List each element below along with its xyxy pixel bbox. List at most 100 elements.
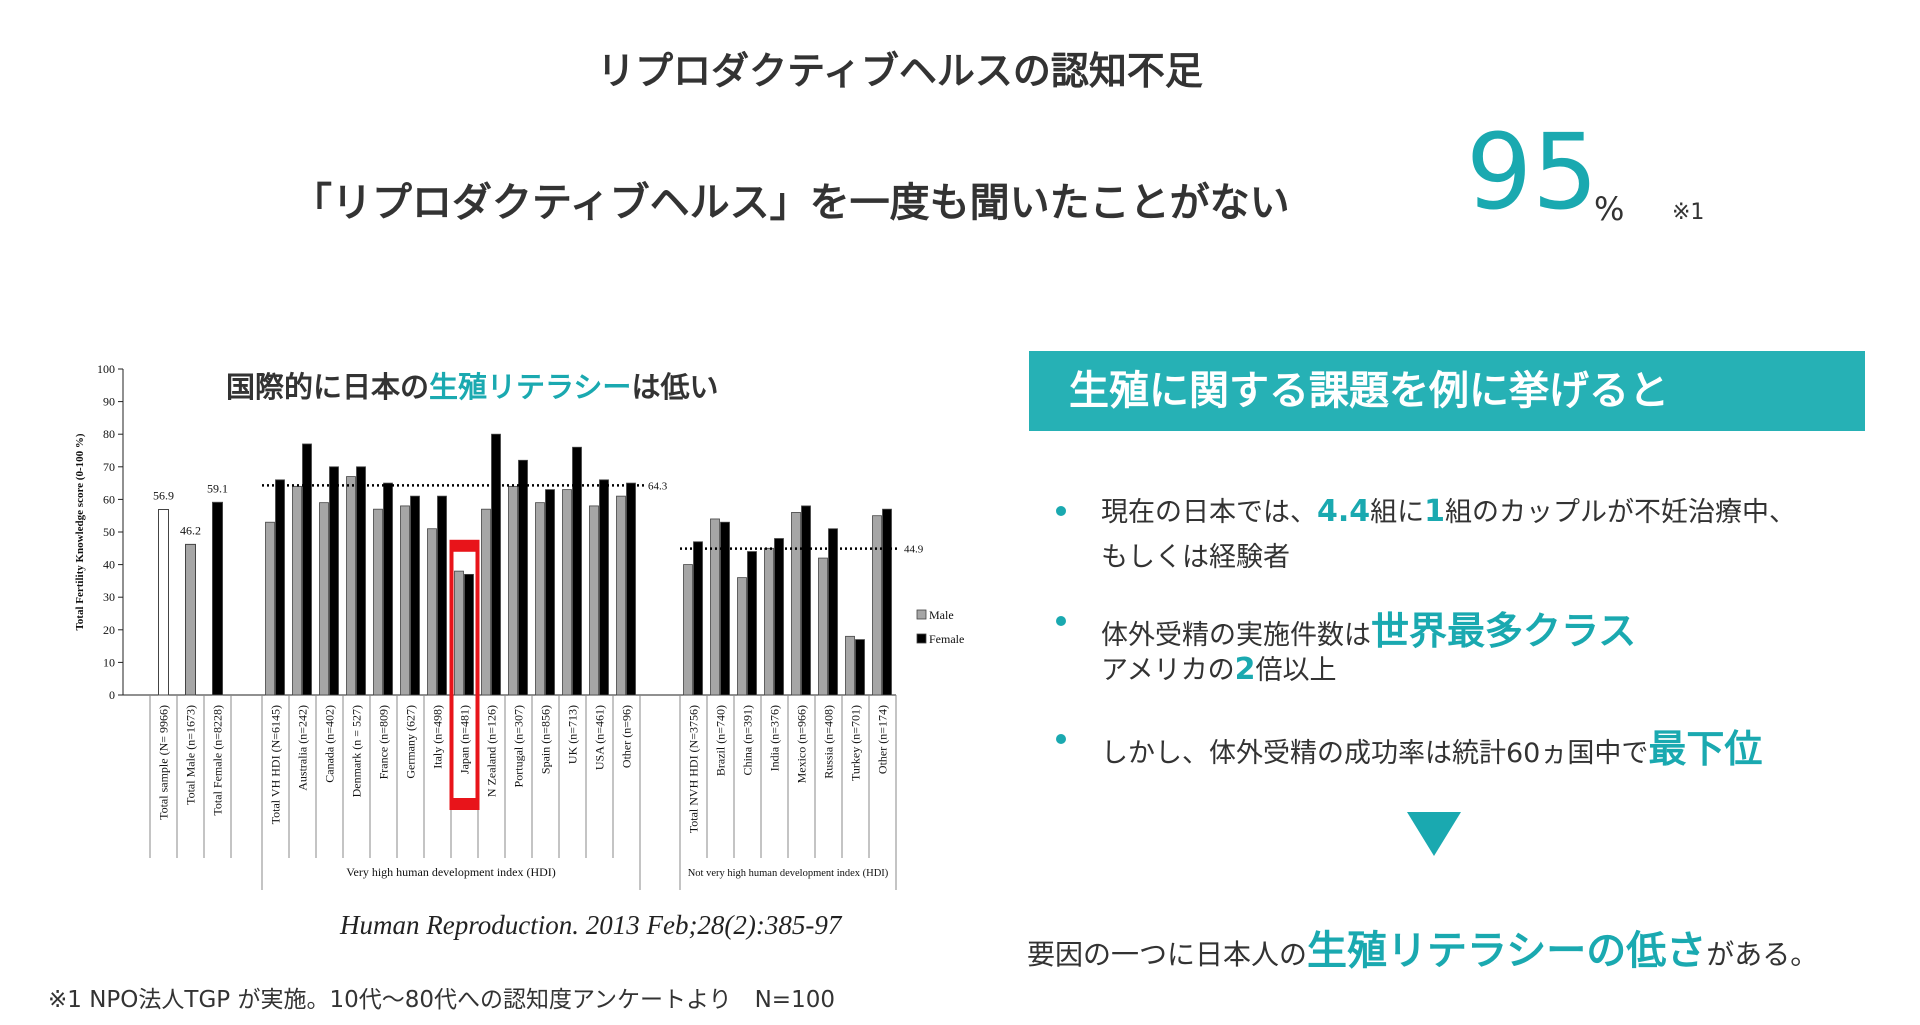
note-ref: ※1: [1672, 200, 1705, 225]
bar: [454, 570, 464, 696]
bullet-dot: [1056, 616, 1066, 626]
bar: [845, 635, 855, 696]
y-tick-label: 50: [103, 525, 115, 539]
bullet-text: 組のカップルが不妊治療中、: [1445, 497, 1797, 528]
chart-title-run: 生殖リテラシー: [429, 370, 632, 404]
bullet-text: 4.4: [1317, 494, 1371, 529]
x-tick-label: Total sample (N= 9966): [157, 705, 171, 820]
bar: [275, 479, 285, 696]
bar: [518, 459, 528, 696]
bar: [791, 512, 801, 696]
x-tick-label: Mexico (n=966): [795, 705, 809, 783]
value-label: 59.1: [207, 481, 228, 495]
bar: [801, 505, 811, 696]
panel-header: 生殖に関する課題を例に挙げると: [1029, 351, 1865, 431]
bar: [319, 502, 329, 696]
bar: [373, 508, 383, 696]
bar: [599, 479, 609, 696]
y-axis-title: Total Fertility Knowledge score (0-100 %…: [74, 433, 86, 630]
x-tick-label: Canada (n=402): [323, 705, 337, 783]
y-tick-label: 80: [103, 427, 115, 441]
bar: [158, 509, 169, 696]
bar: [828, 528, 838, 696]
bar: [747, 551, 757, 696]
bar: [720, 521, 730, 696]
bullet-line: もしくは経験者: [1101, 535, 1290, 574]
bullet-text: 体外受精の実施件数は: [1101, 620, 1371, 651]
bullet-dot: [1056, 734, 1066, 744]
bullet-text: 倍以上: [1255, 655, 1337, 686]
bar: [383, 482, 393, 696]
highlight-cap: [451, 541, 478, 552]
bar: [562, 489, 572, 696]
mean-label: 44.9: [904, 544, 924, 556]
bar: [545, 489, 555, 696]
x-tick-label: USA (n=461): [593, 705, 607, 770]
conclusion-text: 要因の一つに日本人の: [1027, 938, 1308, 971]
y-tick-label: 10: [103, 655, 115, 669]
chart-title-run: は低い: [631, 370, 719, 404]
mean-label: 64.3: [648, 480, 668, 492]
bullet-text: 現在の日本では、: [1101, 497, 1317, 528]
y-tick-label: 60: [103, 492, 115, 506]
y-tick-label: 20: [103, 623, 115, 637]
y-tick-label: 40: [103, 558, 115, 572]
bar: [683, 564, 693, 696]
bullet-text: 世界最多クラス: [1371, 609, 1637, 653]
bullet-text: 最下位: [1648, 727, 1763, 771]
x-tick-label: Turkey (n=701): [849, 705, 863, 781]
bar: [626, 482, 636, 696]
legend-swatch: [916, 633, 927, 644]
x-tick-label: Denmark (n = 527): [350, 705, 364, 797]
bullet-dot: [1056, 506, 1066, 516]
bar: [185, 543, 196, 696]
bullet-line: しかし、体外受精の成功率は統計60ヵ国中で最下位: [1101, 718, 1762, 773]
conclusion-text: 生殖リテラシーの低さ: [1307, 928, 1707, 974]
x-tick-label: N Zealand (n=126): [485, 705, 499, 797]
x-tick-label: Other (n=96): [620, 705, 634, 768]
bar: [302, 443, 312, 696]
x-tick-label: Portugal (n=307): [512, 705, 526, 787]
bullet-line: 体外受精の実施件数は世界最多クラス: [1101, 600, 1636, 655]
chart-title: 国際的に日本の生殖リテラシーは低い: [226, 364, 718, 406]
x-tick-label: France (n=809): [377, 705, 391, 779]
bullet-text: しかし、体外受精の成功率は統計60ヵ国中で: [1101, 738, 1649, 769]
bullet-line: アメリカの2倍以上: [1101, 648, 1337, 687]
conclusion-text: がある。: [1706, 938, 1819, 971]
bar: [346, 476, 356, 696]
bar: [329, 466, 339, 696]
headline: 「リプロダクティブヘルス」を一度も聞いたことがない: [292, 180, 1290, 226]
x-tick-label: Total NVH HDI (N=3756): [687, 705, 701, 833]
value-label: 46.2: [180, 523, 201, 537]
bar: [427, 528, 437, 696]
x-tick-label: Spain (n=856): [539, 705, 553, 774]
bar: [764, 547, 774, 696]
bullet-text: もしくは経験者: [1101, 542, 1290, 573]
y-tick-label: 90: [103, 395, 115, 409]
conclusion: 要因の一つに日本人の生殖リテラシーの低さがある。: [1027, 918, 1818, 976]
bar: [535, 502, 545, 696]
footnote: ※1 NPO法人TGP が実施。10代～80代への認知度アンケートより N=10…: [48, 987, 835, 1013]
group-label: Very high human development index (HDI): [346, 865, 556, 879]
legend-label: Female: [929, 632, 964, 646]
bar: [855, 639, 865, 696]
stat-value: 95: [1466, 111, 1599, 233]
value-label: 56.9: [153, 489, 174, 503]
legend-swatch: [916, 609, 927, 620]
chart-title-run: 国際的に日本の: [226, 370, 430, 404]
y-tick-label: 100: [97, 362, 115, 376]
x-tick-label: Australia (n=242): [296, 705, 310, 791]
stat-unit: %: [1594, 190, 1625, 228]
x-tick-label: India (n=376): [768, 705, 782, 771]
bar: [212, 501, 223, 696]
citation: Human Reproduction. 2013 Feb;28(2):385-9…: [340, 910, 842, 940]
x-tick-label: China (n=391): [741, 705, 755, 775]
bar: [693, 541, 703, 696]
x-tick-label: Total Female (n=8228): [211, 705, 225, 816]
bullet-text: 1: [1424, 494, 1446, 529]
bar: [410, 495, 420, 696]
bar: [481, 508, 491, 696]
bar: [491, 433, 501, 696]
y-tick-label: 70: [103, 460, 115, 474]
